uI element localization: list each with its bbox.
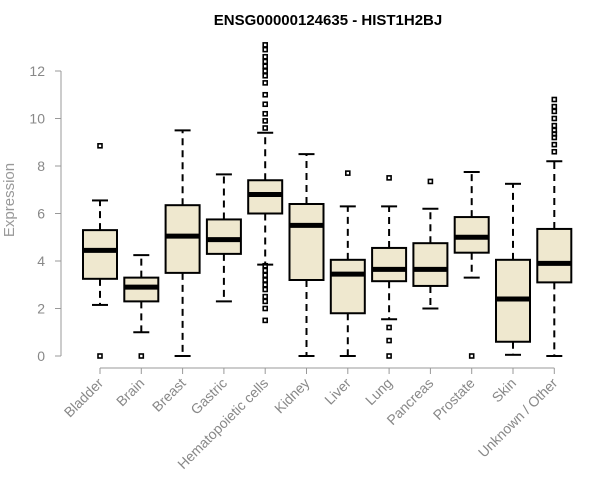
- outlier-point: [386, 353, 392, 359]
- y-tick-label: 8: [37, 158, 45, 174]
- iqr-box: [371, 246, 408, 283]
- outlier-point: [262, 58, 269, 65]
- outlier-point: [551, 148, 558, 155]
- box-group: [453, 170, 490, 359]
- outlier-point: [262, 118, 269, 124]
- box-group: [412, 178, 449, 310]
- outlier-point: [262, 317, 269, 324]
- outlier-point: [262, 80, 269, 86]
- outlier-point: [551, 141, 558, 148]
- iqr-box: [329, 258, 366, 315]
- outlier-point: [551, 115, 558, 122]
- outlier-point: [551, 127, 558, 134]
- outlier-point: [551, 122, 558, 129]
- x-tick-label: Kidney: [271, 375, 313, 417]
- x-tick-label: Breast: [149, 375, 189, 415]
- outlier-point: [551, 103, 558, 110]
- outlier-point: [262, 68, 269, 74]
- outlier-point: [138, 353, 145, 359]
- box-group: [164, 129, 201, 357]
- outlier-point: [262, 46, 269, 53]
- outlier-point: [386, 337, 392, 344]
- outlier-point: [262, 63, 269, 70]
- outlier-point: [262, 298, 269, 305]
- outlier-point: [262, 110, 269, 117]
- outlier-point: [262, 293, 269, 300]
- outlier-point: [262, 125, 269, 131]
- outlier-point: [262, 281, 269, 288]
- iqr-box: [82, 229, 118, 280]
- x-tick-label: Lung: [362, 375, 395, 408]
- y-tick-label: 6: [37, 206, 45, 222]
- outlier-point: [262, 53, 269, 60]
- outlier-point: [262, 262, 269, 269]
- y-axis-title: Expression: [1, 163, 18, 237]
- outlier-point: [551, 96, 558, 103]
- iqr-box: [205, 218, 242, 255]
- outlier-point: [262, 277, 269, 283]
- outlier-point: [97, 353, 103, 359]
- iqr-box: [536, 227, 573, 284]
- outlier-point: [262, 101, 269, 108]
- outlier-point: [386, 175, 392, 181]
- box-group: [329, 170, 366, 357]
- x-tick-label: Bladder: [61, 375, 107, 421]
- y-tick-label: 4: [37, 253, 45, 269]
- outlier-point: [262, 305, 269, 312]
- y-axis: 0 2 4 6 8 10 12: [29, 63, 62, 364]
- box-group: [123, 254, 160, 359]
- outlier-point: [262, 272, 269, 279]
- box-group: [536, 96, 573, 357]
- box-group: [82, 143, 118, 359]
- outlier-point: [468, 353, 475, 359]
- y-tick-label: 2: [37, 301, 45, 317]
- iqr-box: [288, 203, 325, 281]
- outlier-point: [262, 267, 269, 274]
- outlier-point: [262, 91, 269, 98]
- outlier-point: [262, 42, 269, 48]
- outlier-point: [262, 286, 269, 293]
- x-tick-label: Liver: [321, 375, 354, 408]
- x-tick-label: Skin: [489, 375, 520, 406]
- box-group: [205, 173, 242, 303]
- box-group: [247, 42, 284, 324]
- chart-title: ENSG00000124635 - HIST1H2BJ: [214, 12, 442, 29]
- iqr-box: [164, 204, 201, 274]
- iqr-box: [412, 242, 449, 287]
- y-tick-label: 0: [37, 348, 45, 364]
- box-group: [288, 153, 325, 357]
- outlier-point: [262, 72, 269, 79]
- outlier-point: [551, 108, 558, 115]
- box-group: [371, 175, 408, 359]
- outlier-point: [427, 178, 434, 185]
- outlier-point: [344, 170, 351, 176]
- x-tick-label: Brain: [113, 375, 147, 409]
- x-tick-label: Prostate: [430, 375, 478, 423]
- outlier-point: [386, 324, 392, 331]
- box-group: [495, 182, 531, 356]
- y-tick-label: 12: [29, 63, 45, 79]
- y-tick-label: 10: [29, 111, 45, 127]
- plot-area: [82, 42, 573, 359]
- outlier-point: [97, 143, 103, 149]
